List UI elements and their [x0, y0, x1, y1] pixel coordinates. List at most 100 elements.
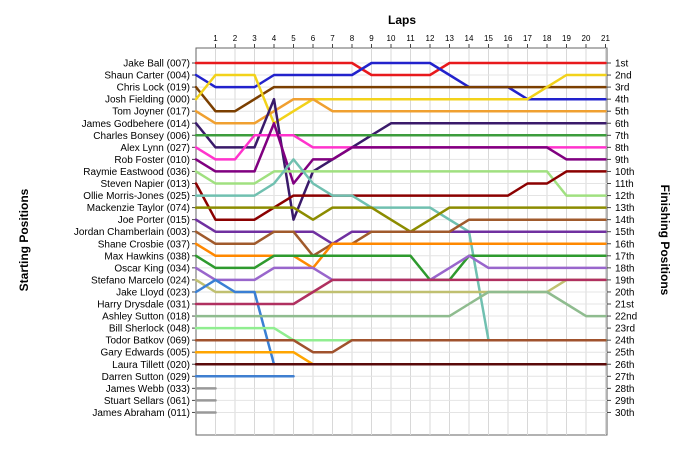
- finishing-position-label: 21st: [615, 300, 634, 311]
- lap-tick-label: 5: [291, 34, 296, 43]
- finishing-position-label: 16th: [615, 239, 634, 250]
- lap-tick-label: 15: [484, 34, 493, 43]
- series-line: [194, 73, 607, 125]
- series-line: [194, 206, 607, 233]
- finishing-position-label: 19th: [615, 275, 634, 286]
- starting-position-label: James Godbehere (014): [82, 119, 190, 130]
- starting-position-label: Tom Joyner (017): [112, 107, 190, 118]
- series-line: [194, 254, 607, 282]
- lap-tick-label: 7: [330, 34, 335, 43]
- series-line: [194, 85, 607, 113]
- starting-position-label: Jordan Chamberlain (003): [74, 227, 190, 238]
- starting-position-label: Max Hawkins (038): [104, 251, 190, 262]
- starting-position-label: Todor Batkov (069): [106, 336, 191, 347]
- starting-position-label: James Webb (033): [106, 384, 190, 395]
- starting-position-label: Darren Sutton (029): [102, 372, 190, 383]
- series-line: [194, 61, 607, 101]
- starting-position-label: Stefano Marcelo (024): [91, 275, 190, 286]
- lap-tick-label: 6: [311, 34, 316, 43]
- lap-tick-label: 19: [562, 34, 571, 43]
- lap-tick-label: 17: [523, 34, 532, 43]
- lap-tick-label: 1: [213, 34, 218, 43]
- finishing-position-label: 24th: [615, 336, 634, 347]
- finishing-position-label: 25th: [615, 348, 634, 359]
- lap-tick-label: 10: [387, 34, 396, 43]
- starting-position-label: Ashley Sutton (018): [102, 312, 190, 323]
- series-line: [194, 122, 607, 185]
- finishing-position-label: 10th: [615, 167, 634, 178]
- series-line: [194, 97, 607, 221]
- finishing-position-label: 15th: [615, 227, 634, 238]
- starting-position-label: Harry Drysdale (031): [97, 300, 190, 311]
- finishing-position-label: 23rd: [615, 324, 635, 335]
- lap-tick-label: 3: [252, 34, 257, 43]
- lap-tick-label: 11: [406, 34, 415, 43]
- starting-position-label: Jake Ball (007): [123, 59, 190, 70]
- finishing-position-label: 1st: [615, 59, 629, 70]
- series-line: [194, 218, 607, 258]
- starting-position-label: Raymie Eastwood (036): [83, 167, 190, 178]
- finishing-position-label: 30th: [615, 408, 634, 419]
- starting-position-label: Charles Bonsey (006): [93, 131, 190, 142]
- lap-tick-label: 12: [426, 34, 435, 43]
- finishing-position-label: 14th: [615, 215, 634, 226]
- lap-tick-label: 14: [465, 34, 474, 43]
- starting-position-label: Rob Foster (010): [114, 155, 190, 166]
- finishing-position-label: 26th: [615, 360, 634, 371]
- finishing-position-label: 13th: [615, 203, 634, 214]
- finishing-position-label: 3rd: [615, 83, 629, 94]
- finishing-position-label: 6th: [615, 119, 629, 130]
- starting-position-label: Shaun Carter (004): [104, 71, 190, 82]
- plot-frame: [195, 47, 608, 436]
- starting-position-label: Shane Crosbie (037): [98, 239, 190, 250]
- lap-tick-label: 21: [601, 34, 610, 43]
- lap-tick-label: 16: [504, 34, 513, 43]
- lap-tick-label: 2: [233, 34, 238, 43]
- finishing-position-label: 2nd: [615, 71, 632, 82]
- series-line: [194, 170, 607, 221]
- starting-position-label: Josh Fielding (000): [105, 95, 190, 106]
- finishing-position-label: 22nd: [615, 312, 637, 323]
- lap-tick-label: 4: [272, 34, 277, 43]
- finishing-position-label: 18th: [615, 263, 634, 274]
- starting-position-label: Laura Tillett (020): [112, 360, 190, 371]
- finishing-position-label: 5th: [615, 107, 629, 118]
- finishing-position-label: 29th: [615, 396, 634, 407]
- series-line: [194, 278, 607, 306]
- finishing-position-label: 7th: [615, 131, 629, 142]
- series-line: [194, 290, 607, 318]
- lap-tick-label: 20: [582, 34, 591, 43]
- starting-position-label: Joe Porter (015): [118, 215, 190, 226]
- starting-position-label: Ollie Morris-Jones (025): [83, 191, 190, 202]
- lap-tick-label: 18: [543, 34, 552, 43]
- lap-tick-label: 8: [350, 34, 355, 43]
- finishing-position-label: 4th: [615, 95, 629, 106]
- series-line: [194, 97, 607, 125]
- starting-position-label: Chris Lock (019): [117, 83, 190, 94]
- starting-position-label: Jake Lloyd (023): [116, 287, 190, 298]
- starting-position-label: James Abraham (011): [92, 408, 190, 419]
- x-axis-title: Laps: [388, 13, 417, 27]
- series-line: [194, 242, 607, 270]
- starting-position-label: Stuart Sellars (061): [104, 396, 190, 407]
- starting-position-label: Gary Edwards (005): [101, 348, 190, 359]
- finishing-position-label: 27th: [615, 372, 634, 383]
- series-line: [194, 170, 607, 197]
- starting-position-label: Mackenzie Taylor (074): [87, 203, 190, 214]
- starting-position-label: Alex Lynn (027): [120, 143, 190, 154]
- finishing-position-label: 20th: [615, 287, 634, 298]
- finishing-position-label: 9th: [615, 155, 629, 166]
- finishing-position-label: 8th: [615, 143, 629, 154]
- lap-tick-label: 9: [369, 34, 374, 43]
- lap-tick-label: 13: [445, 34, 454, 43]
- finishing-position-label: 28th: [615, 384, 634, 395]
- starting-position-label: Bill Sherlock (048): [109, 324, 190, 335]
- series-line: [194, 61, 607, 77]
- starting-position-label: Steven Napier (013): [101, 179, 191, 190]
- series-line: [194, 338, 607, 354]
- finishing-position-label: 17th: [615, 251, 634, 262]
- finishing-position-label: 12th: [615, 191, 634, 202]
- starting-position-label: Oscar King (034): [114, 263, 190, 274]
- finishing-position-label: 11th: [615, 179, 634, 190]
